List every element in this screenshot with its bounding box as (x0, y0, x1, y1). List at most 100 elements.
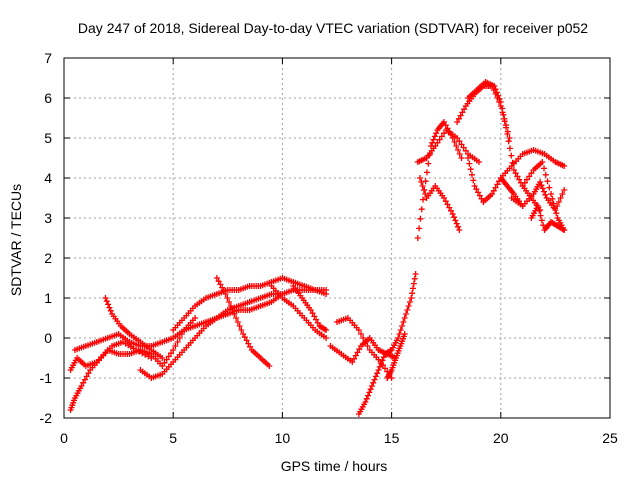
series-trace-16 (416, 175, 463, 233)
data-point (448, 207, 455, 214)
series-trace-2 (67, 339, 155, 413)
data-point (416, 175, 423, 181)
data-point (506, 135, 513, 141)
data-point (519, 183, 526, 189)
data-point (222, 291, 229, 297)
data-point (456, 151, 463, 157)
data-point (397, 327, 404, 333)
y-tick-label: 2 (44, 250, 52, 266)
data-point (219, 284, 226, 291)
data-point (508, 152, 515, 159)
data-point (172, 343, 179, 349)
data-point (314, 319, 321, 326)
data-point (396, 331, 403, 337)
chart-title: Day 247 of 2018, Sidereal Day-to-day VTE… (78, 20, 588, 36)
data-point (454, 147, 461, 153)
data-point (546, 184, 553, 191)
data-point (536, 207, 543, 214)
data-point (217, 281, 224, 288)
data-point (81, 376, 88, 383)
data-point (311, 313, 318, 320)
data-point (550, 200, 557, 207)
data-point (365, 392, 372, 399)
data-point (142, 351, 149, 358)
data-point (425, 160, 432, 167)
series-trace-15 (414, 127, 482, 165)
data-point (549, 195, 556, 202)
data-point (493, 89, 500, 96)
data-point (266, 363, 273, 369)
data-points (67, 79, 568, 417)
data-point (416, 225, 423, 232)
data-point (489, 191, 496, 197)
data-point (234, 319, 241, 325)
data-point (434, 139, 441, 146)
data-point (432, 143, 439, 149)
data-point (452, 217, 459, 224)
data-point (555, 199, 562, 205)
data-point (453, 220, 460, 227)
data-point (436, 136, 443, 143)
data-point (401, 331, 408, 337)
data-point (503, 124, 510, 131)
data-point (509, 159, 516, 166)
data-point (544, 178, 551, 185)
data-point (133, 347, 140, 353)
data-point (449, 211, 456, 217)
data-point (466, 160, 473, 167)
x-tick-label: 15 (384, 430, 400, 446)
data-point (537, 179, 544, 185)
x-tick-label: 5 (169, 430, 177, 446)
data-point (494, 181, 501, 188)
data-point (148, 355, 155, 361)
data-point (224, 295, 231, 301)
data-point (410, 280, 417, 287)
data-point (516, 176, 523, 183)
data-point (506, 145, 513, 152)
data-point (321, 326, 328, 333)
data-point (451, 139, 458, 145)
data-point (460, 144, 467, 151)
data-point (539, 185, 546, 192)
data-point (495, 92, 502, 99)
y-tick-label: 5 (44, 130, 52, 146)
data-point (323, 335, 330, 341)
data-point (528, 170, 535, 177)
grid-lines (64, 58, 610, 418)
data-point (374, 370, 381, 377)
y-axis-label: SDTVAR / TECUs (8, 184, 24, 296)
data-point (454, 119, 461, 125)
series-trace-20 (497, 147, 568, 181)
data-point (473, 186, 480, 193)
data-point (412, 271, 419, 277)
data-point (500, 111, 507, 118)
data-point (309, 310, 316, 317)
data-point (497, 99, 504, 105)
data-point (78, 383, 85, 389)
series-trace-7 (213, 275, 273, 369)
data-point (352, 352, 359, 359)
data-point (159, 363, 166, 369)
data-point (542, 191, 549, 198)
data-point (433, 130, 440, 137)
data-point (478, 195, 485, 202)
data-point (85, 370, 92, 377)
data-point (438, 133, 445, 140)
data-point (444, 201, 451, 208)
data-point (354, 349, 361, 356)
data-point (504, 131, 511, 137)
data-point (455, 115, 462, 122)
data-point (505, 138, 512, 145)
data-point (537, 207, 544, 213)
data-point (356, 346, 363, 353)
data-point (538, 217, 545, 224)
data-point (496, 95, 503, 102)
data-point (441, 195, 448, 201)
data-point (380, 354, 387, 361)
x-tick-label: 0 (60, 430, 68, 446)
data-point (165, 353, 172, 360)
y-tick-label: 3 (44, 210, 52, 226)
data-point (371, 376, 378, 383)
data-point (458, 141, 465, 148)
